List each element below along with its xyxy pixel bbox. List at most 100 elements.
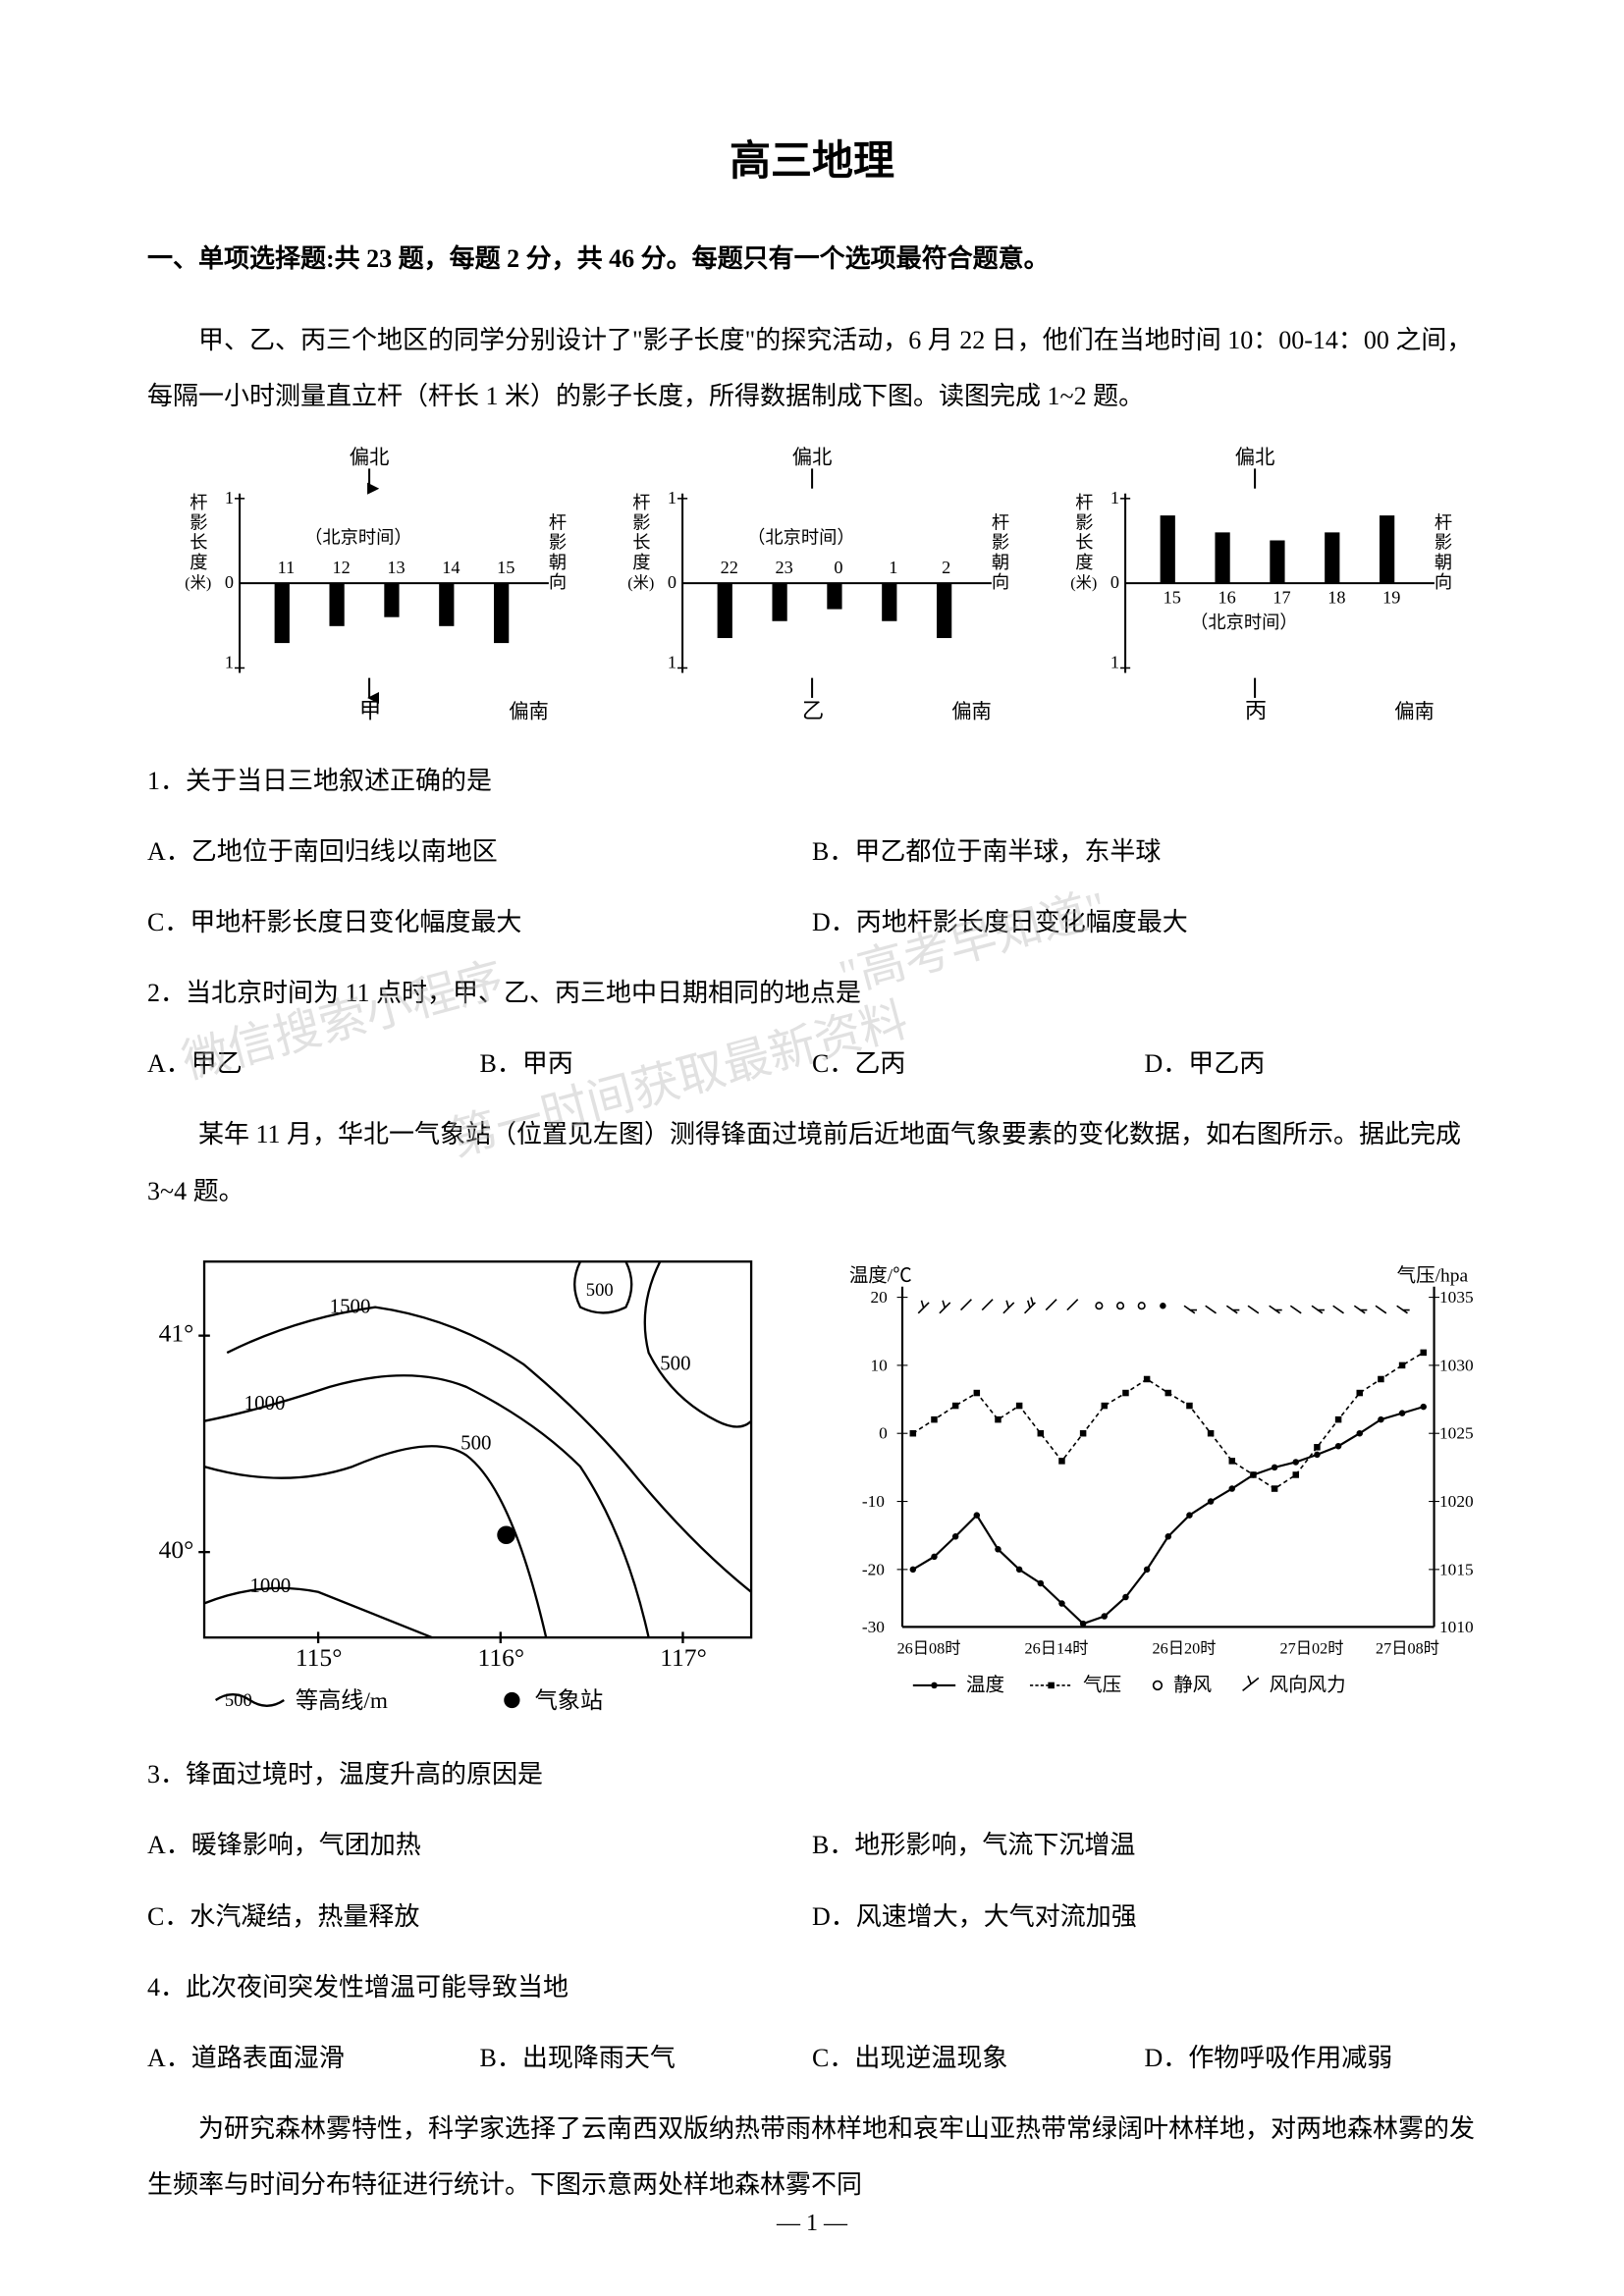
svg-text:度: 度 bbox=[189, 553, 207, 572]
q2-option-a: A．甲乙 bbox=[147, 1036, 480, 1092]
q2-options-row: A．甲乙 B．甲丙 C．乙丙 D．甲乙丙 bbox=[147, 1036, 1477, 1092]
chart-north-label: 偏北 bbox=[349, 446, 389, 468]
svg-text:20: 20 bbox=[871, 1288, 888, 1307]
svg-text:-10: -10 bbox=[862, 1492, 885, 1511]
svg-text:朝: 朝 bbox=[548, 553, 566, 572]
svg-text:26日14时: 26日14时 bbox=[1025, 1639, 1089, 1657]
q2-option-b: B．甲丙 bbox=[480, 1036, 813, 1092]
legend-contour-label: 等高线/m bbox=[296, 1688, 388, 1714]
map-chart-row: 41° 40° 115° 116° 117° 500 1000 1500 100… bbox=[147, 1239, 1477, 1717]
svg-text:（北京时间）: （北京时间） bbox=[304, 528, 412, 548]
legend-temp: 温度 bbox=[966, 1674, 1004, 1695]
legend-calm: 静风 bbox=[1173, 1674, 1212, 1695]
svg-text:杆: 杆 bbox=[632, 493, 650, 512]
svg-text:12: 12 bbox=[332, 558, 350, 577]
svg-text:-20: -20 bbox=[862, 1560, 885, 1578]
svg-text:1020: 1020 bbox=[1439, 1492, 1474, 1511]
line-chart: 温度/℃ 20 10 0 -10 -20 -30 气压/hpa 1035 103… bbox=[839, 1239, 1477, 1717]
svg-text:影: 影 bbox=[992, 533, 1009, 553]
svg-text:18: 18 bbox=[1327, 588, 1345, 608]
svg-text:向: 向 bbox=[548, 572, 566, 592]
q1-option-b: B．甲乙都位于南半球，东半球 bbox=[812, 824, 1477, 880]
q4-options-row: A．道路表面湿滑 B．出现降雨天气 C．出现逆温现象 D．作物呼吸作用减弱 bbox=[147, 2030, 1477, 2086]
lon-label-116: 116° bbox=[478, 1643, 525, 1672]
svg-text:偏北: 偏北 bbox=[1235, 446, 1275, 468]
svg-text:杆: 杆 bbox=[1435, 512, 1452, 532]
svg-text:0: 0 bbox=[224, 572, 233, 592]
question-2: 2．当北京时间为 11 点时，甲、乙、丙三地中日期相同的地点是 bbox=[147, 965, 1477, 1021]
svg-text:1030: 1030 bbox=[1439, 1356, 1474, 1374]
pressure-line bbox=[913, 1353, 1424, 1489]
svg-text:向: 向 bbox=[1435, 572, 1452, 592]
svg-text:26日08时: 26日08时 bbox=[897, 1639, 961, 1657]
pressure-markers bbox=[910, 1349, 1427, 1491]
q4-option-c: C．出现逆温现象 bbox=[812, 2030, 1145, 2086]
svg-text:19: 19 bbox=[1382, 588, 1400, 608]
svg-text:1: 1 bbox=[1110, 653, 1119, 672]
svg-text:度: 度 bbox=[1076, 553, 1094, 572]
svg-text:1000: 1000 bbox=[249, 1574, 291, 1597]
svg-text:-30: -30 bbox=[862, 1618, 885, 1636]
svg-text:500: 500 bbox=[460, 1431, 491, 1455]
svg-text:0: 0 bbox=[668, 572, 677, 592]
svg-text:丙: 丙 bbox=[1245, 698, 1267, 722]
page-number: — 1 — bbox=[777, 2211, 847, 2237]
svg-text:500: 500 bbox=[225, 1690, 252, 1711]
q3-option-a: A．暖锋影响，气团加热 bbox=[147, 1817, 812, 1873]
svg-text:长: 长 bbox=[632, 533, 650, 553]
legend-pressure: 气压 bbox=[1083, 1674, 1121, 1695]
svg-text:1500: 1500 bbox=[330, 1294, 371, 1317]
svg-text:26日20时: 26日20时 bbox=[1153, 1639, 1217, 1657]
svg-text:杆: 杆 bbox=[548, 512, 566, 532]
svg-text:偏南: 偏南 bbox=[951, 700, 992, 722]
question-4: 4．此次夜间突发性增温可能导致当地 bbox=[147, 1959, 1477, 2015]
svg-text:杆: 杆 bbox=[1076, 493, 1094, 512]
svg-text:朝: 朝 bbox=[992, 553, 1009, 572]
svg-text:15: 15 bbox=[1164, 588, 1181, 608]
svg-text:14: 14 bbox=[442, 558, 460, 577]
svg-text:22: 22 bbox=[721, 558, 738, 577]
svg-text:乙: 乙 bbox=[802, 698, 824, 722]
q3-option-d: D．风速增大，大气对流加强 bbox=[812, 1889, 1477, 1945]
q4-option-b: B．出现降雨天气 bbox=[480, 2030, 813, 2086]
q1-options-row-1: A．乙地位于南回归线以南地区 B．甲乙都位于南半球，东半球 bbox=[147, 824, 1477, 880]
q1-option-c: C．甲地杆影长度日变化幅度最大 bbox=[147, 894, 812, 950]
question-3: 3．锋面过境时，温度升高的原因是 bbox=[147, 1746, 1477, 1802]
legend-wind: 风向风力 bbox=[1270, 1674, 1346, 1695]
svg-text:偏南: 偏南 bbox=[509, 700, 549, 722]
shadow-charts-row: 偏北 杆 影 长 度 (米) 1 0 1 11 12 13 14 15 （北京时… bbox=[147, 444, 1477, 722]
svg-text:长: 长 bbox=[1076, 533, 1094, 553]
svg-text:0: 0 bbox=[834, 558, 842, 577]
q3-option-b: B．地形影响，气流下沉增温 bbox=[812, 1817, 1477, 1873]
svg-text:向: 向 bbox=[992, 572, 1009, 592]
svg-text:(米): (米) bbox=[627, 574, 654, 592]
map-chart: 41° 40° 115° 116° 117° 500 1000 1500 100… bbox=[147, 1239, 785, 1717]
svg-text:（北京时间）: （北京时间） bbox=[1190, 613, 1298, 632]
svg-text:500: 500 bbox=[660, 1351, 690, 1374]
svg-text:500: 500 bbox=[586, 1280, 614, 1301]
svg-text:10: 10 bbox=[871, 1356, 888, 1374]
svg-text:1015: 1015 bbox=[1439, 1560, 1474, 1578]
svg-text:(米): (米) bbox=[185, 574, 211, 592]
q3-options-row-1: A．暖锋影响，气团加热 B．地形影响，气流下沉增温 bbox=[147, 1817, 1477, 1873]
intro-paragraph-2: 某年 11 月，华北一气象站（位置见左图）测得锋面过境前后近地面气象要素的变化数… bbox=[147, 1106, 1477, 1218]
svg-text:偏北: 偏北 bbox=[792, 446, 833, 468]
svg-text:17: 17 bbox=[1273, 588, 1291, 608]
svg-text:1: 1 bbox=[668, 488, 677, 507]
svg-text:1: 1 bbox=[224, 653, 233, 672]
svg-text:1000: 1000 bbox=[244, 1391, 286, 1415]
page-title: 高三地理 bbox=[147, 128, 1477, 187]
svg-text:朝: 朝 bbox=[1435, 553, 1452, 572]
svg-text:2: 2 bbox=[942, 558, 950, 577]
svg-text:1010: 1010 bbox=[1439, 1618, 1474, 1636]
svg-text:13: 13 bbox=[387, 558, 405, 577]
q4-option-d: D．作物呼吸作用减弱 bbox=[1145, 2030, 1478, 2086]
svg-text:甲: 甲 bbox=[359, 698, 381, 722]
temp-line bbox=[913, 1407, 1424, 1624]
y-left-label: 温度/℃ bbox=[849, 1264, 912, 1286]
svg-text:0: 0 bbox=[1110, 572, 1119, 592]
svg-text:（北京时间）: （北京时间） bbox=[747, 528, 855, 548]
wind-symbols bbox=[918, 1297, 1409, 1312]
q3-options-row-2: C．水汽凝结，热量释放 D．风速增大，大气对流加强 bbox=[147, 1889, 1477, 1945]
legend-station-label: 气象站 bbox=[535, 1688, 604, 1714]
